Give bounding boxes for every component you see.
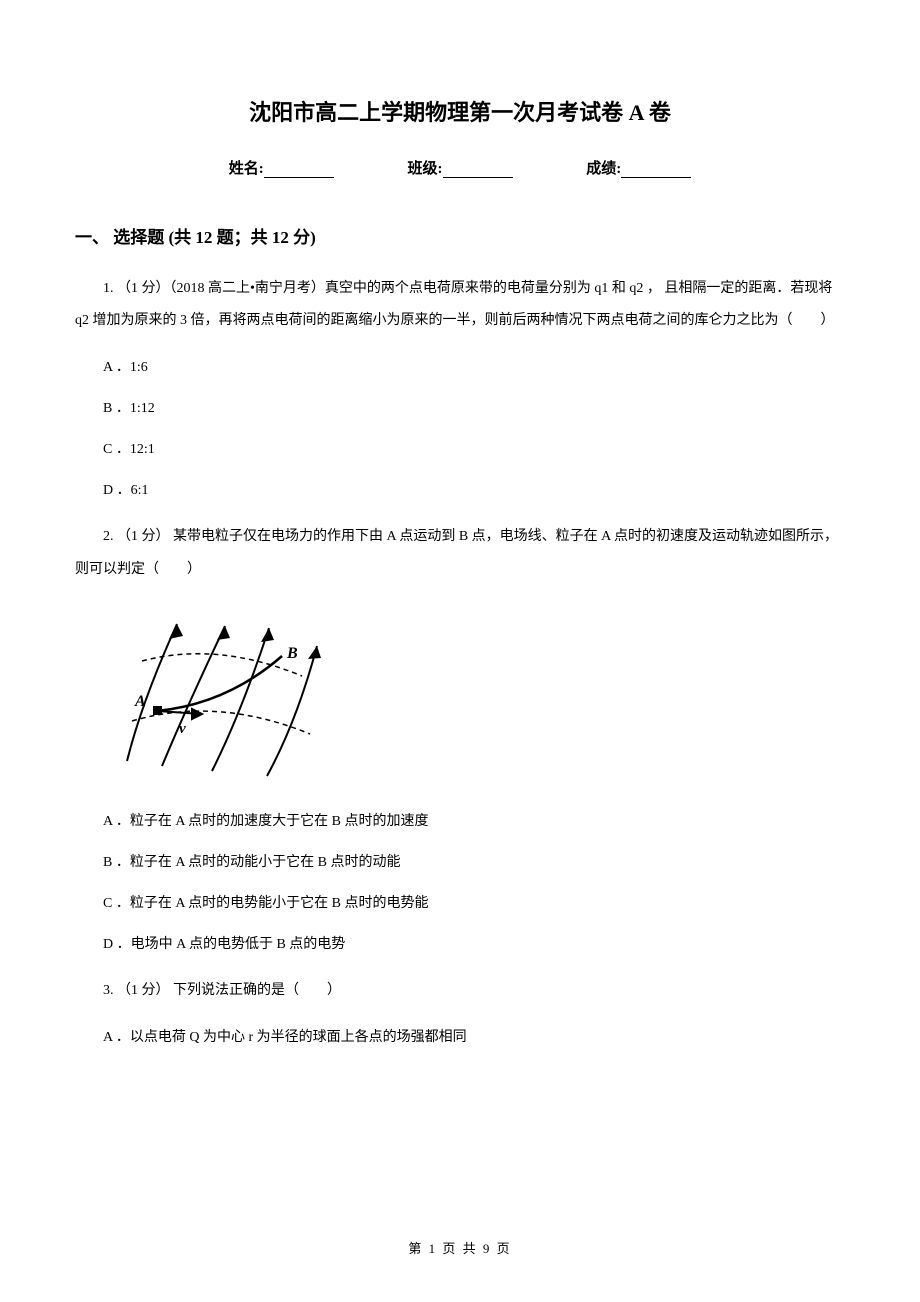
name-field: 姓名: [229,157,334,178]
velocity-arrow [157,709,202,719]
label-a: A [134,693,146,710]
score-label: 成绩: [586,161,621,177]
q1-option-b: B ．1:12 [103,398,845,419]
class-label: 班级: [408,161,443,177]
class-blank [443,164,513,178]
question-1-text: 1. （1 分）（2018 高二上•南宁月考）真空中的两个点电荷原来带的电荷量分… [75,273,845,337]
field-lines-diagram: A B v [107,606,337,781]
q2-option-b: B ．粒子在 A 点时的动能小于它在 B 点时的动能 [103,852,845,873]
name-blank [264,164,334,178]
q2-option-c: C ．粒子在 A 点时的电势能小于它在 B 点时的电势能 [103,893,845,914]
q2-option-d: D ．电场中 A 点的电势低于 B 点的电势 [103,934,845,955]
q2-option-a: A ．粒子在 A 点时的加速度大于它在 B 点时的加速度 [103,811,845,832]
name-label: 姓名: [229,161,264,177]
label-b: B [286,645,298,662]
q1-option-c: C ．12:1 [103,439,845,460]
q2-diagram: A B v [107,606,845,786]
section-heading: 一、 选择题 (共 12 题；共 12 分) [75,223,845,248]
score-field: 成绩: [586,157,691,178]
student-info-row: 姓名: 班级: 成绩: [75,157,845,178]
field-arrows [169,624,321,659]
trajectory [157,656,282,711]
exam-title: 沈阳市高二上学期物理第一次月考试卷 A 卷 [75,95,845,127]
class-field: 班级: [408,157,513,178]
question-3-text: 3. （1 分） 下列说法正确的是（ ） [75,975,845,1007]
page-footer: 第 1 页 共 9 页 [0,1238,920,1257]
q1-option-a: A ．1:6 [103,357,845,378]
q1-option-d: D ．6:1 [103,480,845,501]
label-v: v [179,721,186,737]
question-2-text: 2. （1 分） 某带电粒子仅在电场力的作用下由 A 点运动到 B 点，电场线、… [75,521,845,585]
score-blank [621,164,691,178]
q3-option-a: A ．以点电荷 Q 为中心 r 为半径的球面上各点的场强都相同 [103,1027,845,1048]
